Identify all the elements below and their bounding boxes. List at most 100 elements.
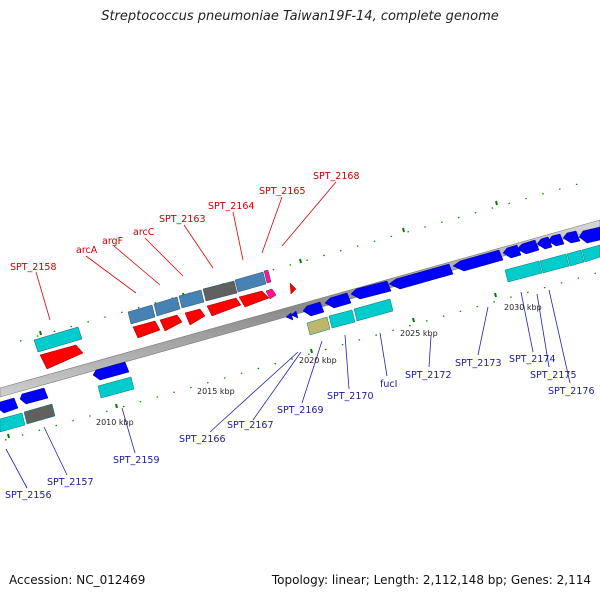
gene-label: SPT_2175: [530, 370, 577, 381]
label-leader: [548, 289, 571, 384]
label-leader: [144, 237, 184, 277]
gene-arrow: [238, 290, 270, 308]
label-leader: [261, 196, 283, 254]
gene-arrow: [206, 297, 242, 317]
gene-label: SPT_2173: [455, 358, 502, 369]
major-tick: [495, 200, 498, 206]
genome-backbone: [0, 219, 600, 398]
gene-arrow: [19, 387, 49, 405]
gene-label: SPT_2176: [548, 386, 595, 397]
scale-label: 2015 kbp: [197, 387, 235, 396]
gene-label: SPT_2167: [227, 420, 274, 431]
gene-label: SPT_2169: [277, 405, 324, 416]
major-tick: [39, 330, 42, 336]
gene-arrow: [536, 236, 553, 250]
label-leader: [85, 255, 137, 294]
gene-arrow: [388, 263, 454, 290]
label-leader: [232, 211, 244, 261]
label-leader: [5, 448, 28, 489]
gene-arrow: [516, 239, 540, 255]
protein-box: [306, 316, 331, 336]
scale-labels: 2010 kbp 2015 kbp 2020 kbp 2025 kbp 2030…: [96, 303, 542, 427]
gene-arrow: [289, 282, 297, 295]
label-leader: [536, 293, 550, 368]
major-tick: [402, 227, 405, 233]
label-leader: [477, 306, 489, 356]
gene-arrow: [302, 301, 325, 317]
gene-label: SPT_2174: [509, 354, 556, 365]
map-title: Streptococcus pneumoniae Taiwan19F-14, c…: [101, 9, 499, 24]
scale-label: 2025 kbp: [400, 329, 438, 338]
label-leader: [43, 426, 68, 476]
protein-box: [353, 298, 394, 322]
gene-label: SPT_2159: [113, 455, 160, 466]
protein-box: [328, 309, 356, 329]
reverse-label-leaders: [5, 289, 571, 489]
major-tick: [494, 292, 497, 298]
gene-arrow: [547, 233, 565, 247]
label-leader: [281, 181, 337, 247]
forward-cds-track: [39, 282, 297, 370]
protein-box: [178, 289, 205, 309]
gene-arrow: [290, 310, 299, 319]
gene-arrow: [159, 314, 183, 332]
label-leader: [379, 332, 388, 377]
topology-label: Topology: linear; Length: 2,112,148 bp; …: [271, 573, 591, 587]
gene-arrow: [0, 397, 19, 414]
tick-row-forward: [19, 181, 586, 342]
gene-label: SPT_2166: [179, 434, 226, 445]
protein-box: [234, 271, 267, 293]
protein-box: [33, 326, 83, 353]
protein-box: [97, 376, 135, 399]
forward-protein-track: [33, 269, 272, 353]
protein-box: [566, 249, 585, 267]
major-tick: [299, 258, 302, 264]
forward-label-leaders: [35, 181, 337, 321]
gene-label: SPT_2157: [47, 477, 94, 488]
reverse-cds-track: [0, 226, 600, 414]
gene-arrow: [350, 280, 392, 300]
major-tick: [7, 433, 10, 439]
label-leader: [35, 271, 51, 321]
gene-arrow: [452, 249, 504, 272]
protein-box: [581, 244, 600, 263]
label-leader: [183, 224, 214, 269]
protein-box: [23, 403, 56, 425]
protein-box: [153, 296, 181, 317]
gene-arrow: [578, 226, 600, 244]
label-leader: [121, 407, 136, 454]
protein-box: [202, 280, 238, 302]
gene-label: SPT_2164: [208, 201, 255, 212]
scale-label: 2020 kbp: [299, 356, 337, 365]
gene-arrow: [562, 230, 581, 244]
gene-arrow: [132, 320, 161, 339]
scale-label: 2010 kbp: [96, 418, 134, 427]
gene-label: SPT_2170: [327, 391, 374, 402]
label-leader: [301, 340, 323, 404]
protein-box: [263, 269, 272, 284]
major-ticks: [7, 200, 498, 439]
reverse-protein-track: [0, 244, 600, 433]
major-tick: [412, 317, 415, 323]
gene-arrow: [39, 344, 84, 370]
gene-label: arcA: [76, 245, 98, 256]
label-leader: [428, 335, 432, 368]
gene-label: SPT_2165: [259, 186, 306, 197]
protein-box: [539, 253, 570, 274]
protein-box: [127, 304, 156, 325]
protein-box: [504, 260, 543, 283]
gene-arrow: [324, 292, 352, 309]
gene-arrow: [265, 288, 277, 300]
gene-label: SPT_2156: [5, 490, 52, 501]
label-leader: [344, 334, 350, 390]
gene-label: SPT_2163: [159, 214, 206, 225]
gene-arrow: [502, 244, 522, 259]
major-tick: [310, 348, 313, 354]
gene-arrow: [184, 308, 206, 326]
gene-label: arcC: [133, 227, 155, 238]
scale-label: 2030 kbp: [504, 303, 542, 312]
gene-label: SPT_2158: [10, 262, 57, 273]
label-leader: [209, 351, 299, 433]
gene-label: argF: [102, 236, 123, 247]
